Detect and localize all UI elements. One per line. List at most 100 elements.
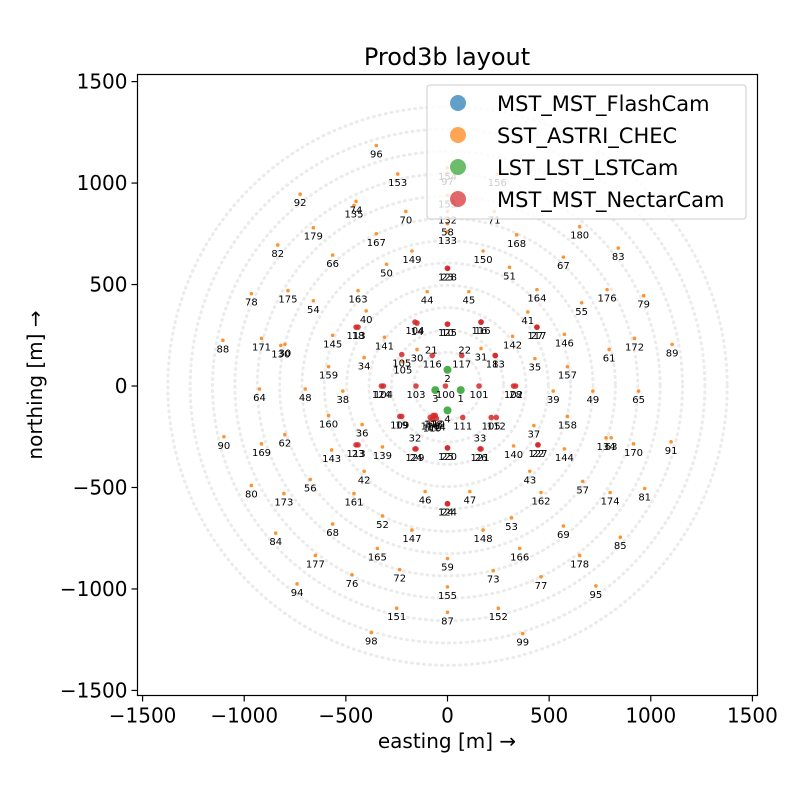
telescope-label-2: 2: [444, 374, 450, 385]
telescope-point-48: [303, 387, 308, 391]
telescope-label-52: 52: [376, 520, 389, 531]
telescope-label-80: 80: [245, 489, 258, 500]
telescope-point-58: [445, 221, 450, 226]
telescope-label-8: 8: [492, 360, 498, 371]
telescope-label-142: 142: [503, 340, 522, 351]
telescope-point-26: [478, 446, 484, 452]
telescope-label-118: 118: [424, 419, 443, 430]
telescope-point-90: [222, 434, 226, 439]
telescope-label-117: 117: [452, 360, 471, 371]
telescope-point-87: [445, 610, 450, 615]
telescope-label-121: 121: [470, 453, 489, 464]
telescope-point-105: [488, 414, 495, 421]
telescope-point-174: [608, 490, 612, 495]
telescope-label-174: 174: [601, 497, 620, 508]
telescope-label-22: 22: [532, 449, 545, 460]
telescope-label-26: 26: [475, 453, 488, 464]
telescope-point-112: [493, 414, 500, 421]
telescope-point-172: [632, 336, 637, 341]
telescope-label-98: 98: [365, 637, 378, 648]
telescope-label-120: 120: [421, 421, 440, 432]
telescope-label-151: 151: [387, 612, 406, 623]
telescope-label-114: 114: [427, 422, 446, 433]
telescope-label-14: 14: [411, 327, 424, 338]
telescope-label-78: 78: [245, 298, 258, 309]
telescope-label-132: 132: [438, 215, 457, 226]
telescope-point-159: [326, 364, 331, 369]
telescope-label-1: 1: [458, 394, 464, 405]
telescope-label-28: 28: [509, 390, 522, 401]
telescope-point-51: [507, 265, 512, 270]
telescope-label-158: 158: [558, 420, 577, 431]
telescope-point-168: [514, 233, 519, 237]
telescope-point-77: [539, 574, 543, 579]
x-tick-label: −1000: [210, 704, 278, 728]
telescope-point-46: [423, 489, 427, 494]
telescope-label-21: 21: [425, 345, 438, 356]
telescope-point-68: [330, 522, 335, 526]
telescope-label-113: 113: [486, 360, 505, 371]
guide-ring-4: [322, 261, 573, 511]
telescope-label-153: 153: [388, 178, 407, 189]
telescope-label-10: 10: [441, 328, 454, 339]
telescope-point-142: [510, 334, 515, 339]
telescope-point-149: [410, 249, 414, 253]
telescope-label-134: 134: [597, 442, 616, 453]
telescope-label-105: 105: [393, 366, 412, 377]
telescope-label-32: 32: [409, 434, 422, 445]
telescope-label-47: 47: [463, 496, 476, 507]
telescope-point-83: [616, 246, 621, 250]
legend-marker-0: [450, 95, 466, 111]
telescope-label-82: 82: [271, 249, 284, 260]
telescope-label-105: 105: [392, 359, 411, 370]
telescope-point-99: [520, 631, 525, 636]
telescope-point-22: [535, 442, 541, 448]
telescope-point-164: [535, 287, 539, 292]
telescope-label-176: 176: [598, 294, 617, 305]
telescope-label-38: 38: [336, 395, 349, 406]
x-tick-label: 500: [530, 704, 568, 728]
y-tick-label: −500: [73, 475, 128, 499]
telescope-point-91: [669, 440, 673, 444]
telescope-label-45: 45: [462, 296, 475, 307]
legend-box: [426, 84, 747, 220]
telescope-point-114: [433, 415, 440, 422]
telescope-label-147: 147: [402, 534, 421, 545]
telescope-point-133: [445, 229, 450, 234]
telescope-point-116: [429, 352, 436, 359]
telescope-label-68: 68: [326, 528, 339, 539]
telescope-point-140: [511, 444, 516, 448]
telescope-point-39: [551, 389, 556, 393]
telescope-label-119: 119: [423, 424, 442, 435]
telescope-label-130: 130: [271, 349, 290, 360]
telescope-point-141: [382, 335, 387, 340]
x-tick-label: −500: [318, 704, 373, 728]
telescope-point-8: [492, 352, 499, 359]
telescope-point-31: [479, 346, 483, 351]
telescope-label-73: 73: [487, 575, 500, 586]
telescope-label-25: 25: [441, 452, 454, 463]
telescope-point-152: [496, 606, 501, 611]
telescope-label-125: 125: [438, 328, 457, 339]
telescope-point-40: [364, 309, 368, 313]
telescope-point-4: [443, 406, 452, 415]
telescope-point-173: [282, 491, 286, 496]
telescope-point-59: [445, 556, 450, 561]
telescope-label-140: 140: [504, 450, 523, 461]
telescope-point-157: [565, 364, 570, 369]
x-axis-ticks: −1500 −1000 −500 0 500 1000 1500: [109, 695, 778, 728]
telescope-point-49: [591, 389, 595, 393]
telescope-point-47: [468, 489, 472, 494]
telescope-label-124: 124: [372, 390, 391, 401]
telescope-point-82: [275, 243, 280, 247]
telescope-point-153: [395, 172, 400, 176]
telescope-point-53: [509, 516, 514, 520]
telescope-label-117: 117: [527, 331, 546, 342]
telescope-point-171: [259, 336, 264, 341]
telescope-point-79: [641, 293, 646, 298]
telescope-point-35: [533, 356, 537, 361]
telescope-point-155: [445, 585, 450, 589]
telescope-point-103: [413, 383, 419, 389]
telescope-label-69: 69: [557, 530, 570, 541]
telescope-point-23: [444, 265, 451, 272]
